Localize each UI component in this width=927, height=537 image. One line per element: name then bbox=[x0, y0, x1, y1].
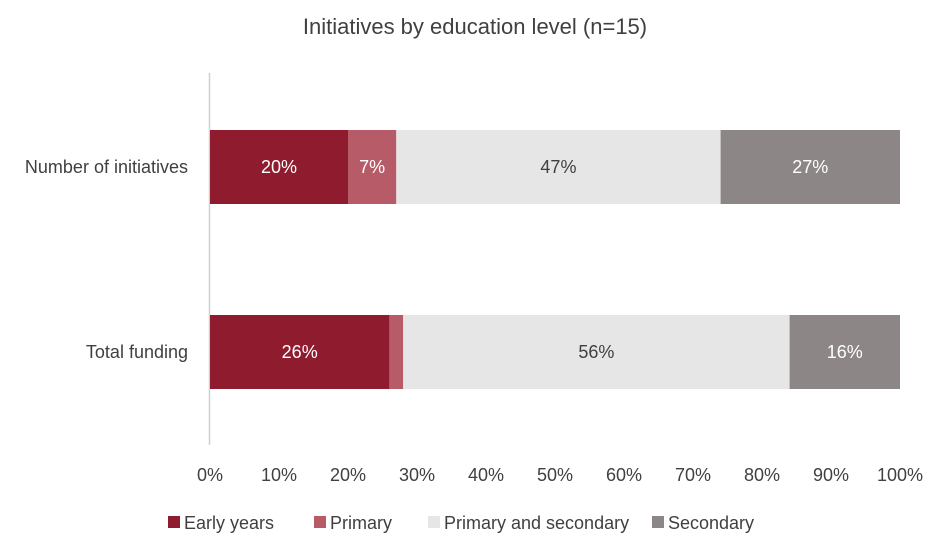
bar-segment bbox=[210, 130, 348, 204]
x-tick-label: 10% bbox=[261, 465, 297, 485]
legend-label: Early years bbox=[184, 513, 274, 533]
legend-label: Primary and secondary bbox=[444, 513, 629, 533]
data-label: 7% bbox=[359, 157, 385, 177]
legend-label: Primary bbox=[330, 513, 392, 533]
legend-swatch bbox=[652, 516, 664, 528]
x-tick-label: 40% bbox=[468, 465, 504, 485]
x-tick-label: 50% bbox=[537, 465, 573, 485]
data-label: 47% bbox=[540, 157, 576, 177]
bar-segment bbox=[720, 130, 900, 204]
bar-segment bbox=[389, 315, 404, 389]
category-label: Number of initiatives bbox=[25, 157, 188, 177]
chart-title: Initiatives by education level (n=15) bbox=[303, 14, 647, 39]
data-label: 16% bbox=[827, 342, 863, 362]
legend-swatch bbox=[314, 516, 326, 528]
bar-segment bbox=[789, 315, 900, 389]
legend-label: Secondary bbox=[668, 513, 754, 533]
x-axis-ticks: 0% 10% 20% 30% 40% 50% 60% 70% 80% 90% 100% bbox=[197, 465, 923, 485]
legend-swatch bbox=[168, 516, 180, 528]
bar-segment bbox=[210, 315, 390, 389]
data-label: 26% bbox=[282, 342, 318, 362]
x-tick-label: 30% bbox=[399, 465, 435, 485]
legend-swatch bbox=[428, 516, 440, 528]
legend: Early years Primary Primary and secondary S… bbox=[168, 513, 754, 533]
category-labels: Number of initiatives Total funding bbox=[25, 157, 188, 362]
bar-segment bbox=[403, 315, 790, 389]
bars-group: 20% 7% 47% 27% 26% 56% 16% bbox=[210, 130, 900, 389]
x-tick-label: 70% bbox=[675, 465, 711, 485]
bar-segment bbox=[396, 130, 721, 204]
data-label: 27% bbox=[792, 157, 828, 177]
bar-segment bbox=[348, 130, 397, 204]
x-tick-label: 100% bbox=[877, 465, 923, 485]
data-label: 56% bbox=[578, 342, 614, 362]
category-label: Total funding bbox=[86, 342, 188, 362]
data-label: 20% bbox=[261, 157, 297, 177]
x-tick-label: 90% bbox=[813, 465, 849, 485]
x-tick-label: 60% bbox=[606, 465, 642, 485]
x-tick-label: 20% bbox=[330, 465, 366, 485]
x-tick-label: 80% bbox=[744, 465, 780, 485]
x-tick-label: 0% bbox=[197, 465, 223, 485]
